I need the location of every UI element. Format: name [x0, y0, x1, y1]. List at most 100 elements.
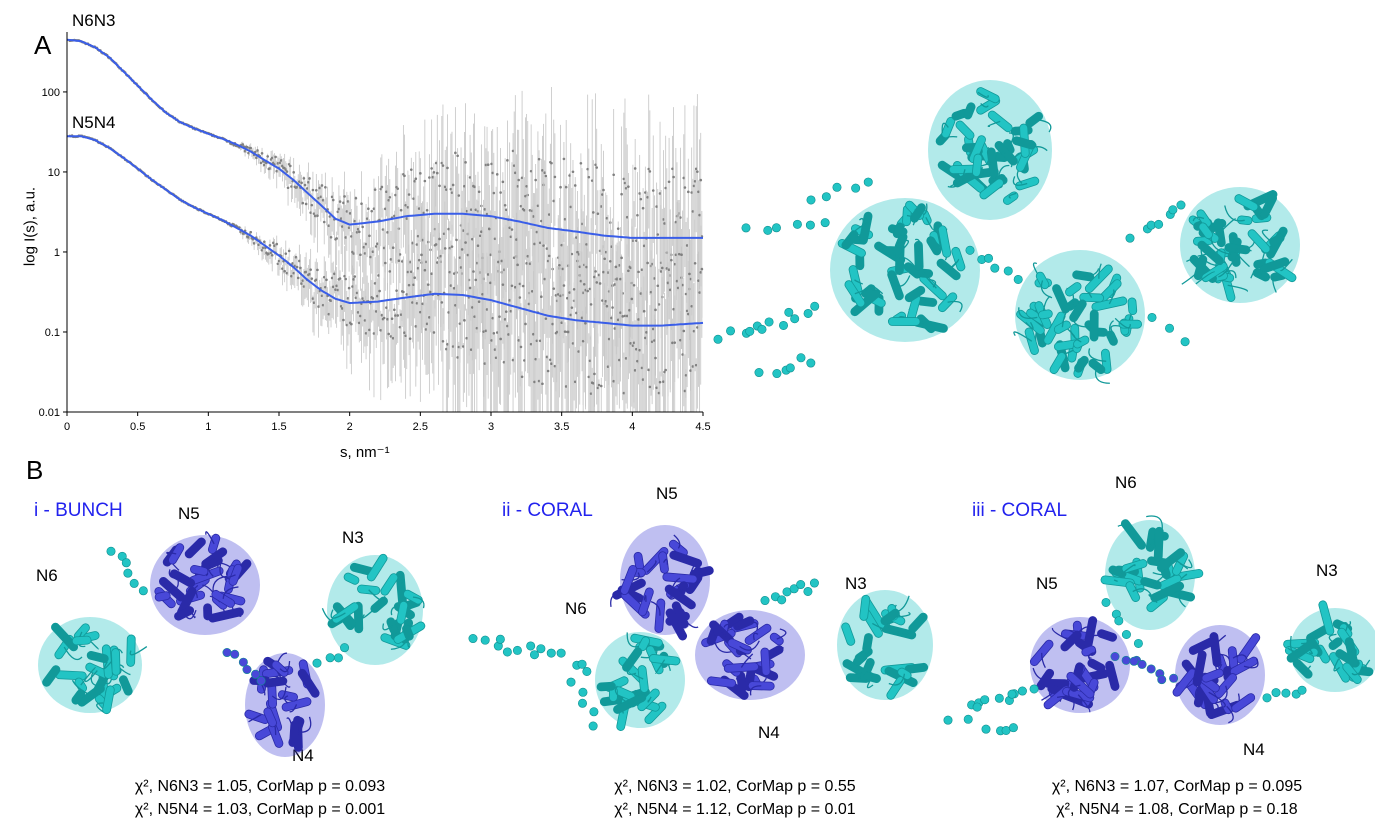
helix	[71, 635, 92, 646]
dummy-residue-bead	[123, 568, 133, 578]
loop	[1335, 622, 1348, 631]
helix	[168, 543, 185, 565]
helix	[744, 623, 772, 645]
loop	[987, 120, 1001, 128]
loop	[1056, 695, 1075, 711]
loop	[888, 673, 906, 686]
series-N6N3-fit-line	[66, 38, 703, 239]
loop	[1109, 320, 1114, 339]
dummy-residue-bead	[1271, 688, 1281, 698]
dummy-residue-bead	[480, 635, 490, 645]
x-tick-label: 1.5	[271, 421, 286, 433]
loop	[646, 560, 657, 573]
helix	[760, 647, 771, 676]
model-2-stat-2: χ², N5N4 = 1.12, CorMap p = 0.01	[614, 801, 856, 818]
dummy-residue-bead	[796, 353, 806, 363]
loop	[676, 608, 687, 626]
domain-blob	[610, 525, 714, 641]
loop	[1114, 317, 1131, 329]
model-2-label-n5: N5	[656, 484, 678, 503]
domain-blob	[837, 590, 933, 700]
loop	[712, 634, 732, 653]
helix	[926, 236, 942, 256]
dummy-residue-bead	[994, 693, 1004, 703]
model-1-title: i - BUNCH	[34, 500, 123, 521]
loop	[1351, 659, 1371, 676]
model-3-structure	[943, 515, 1375, 736]
model-1-structure	[38, 531, 426, 757]
model-3-label-n6: N6	[1115, 473, 1137, 492]
dummy-residue-bead	[1165, 323, 1175, 333]
helix	[917, 268, 934, 279]
model-1-stat-1: χ², N6N3 = 1.05, CorMap p = 0.093	[134, 778, 386, 795]
helix	[908, 612, 928, 633]
helix	[963, 102, 976, 120]
dummy-residue-bead	[1114, 616, 1124, 626]
dummy-residue-bead	[325, 653, 335, 663]
loop	[183, 609, 197, 620]
domain-blob	[1029, 616, 1130, 713]
dummy-residue-bead	[1013, 274, 1023, 284]
model-1-label-n3: N3	[342, 528, 364, 547]
dummy-residue-bead	[771, 223, 781, 233]
x-tick-label: 3	[488, 421, 494, 433]
dummy-residue-bead	[806, 358, 816, 368]
loop	[1192, 216, 1205, 222]
loop	[1077, 694, 1091, 713]
loop	[776, 628, 787, 640]
dummy-residue-bead	[242, 665, 252, 675]
loop	[1272, 275, 1279, 293]
helix	[1153, 526, 1164, 562]
loop	[626, 659, 637, 676]
loop	[1243, 658, 1259, 669]
helix	[1140, 577, 1162, 590]
dummy-residue-bead	[760, 596, 770, 606]
loop	[872, 622, 891, 630]
dummy-residue-bead	[512, 645, 522, 655]
helix	[42, 665, 61, 687]
dummy-residue-bead	[792, 219, 802, 229]
loop	[867, 284, 884, 295]
loop	[899, 257, 917, 269]
helix	[910, 203, 926, 223]
domain-blob	[38, 617, 148, 715]
helix	[1259, 193, 1277, 219]
loop	[891, 250, 900, 260]
loop	[736, 676, 750, 683]
loop	[1210, 235, 1232, 255]
domain-blob	[1283, 600, 1375, 692]
helix	[1197, 240, 1224, 266]
dummy-residue-bead	[1029, 684, 1039, 694]
model-2-title: ii - CORAL	[502, 500, 593, 521]
loop	[129, 646, 148, 656]
helix	[1105, 660, 1120, 691]
dummy-residue-bead	[1147, 312, 1157, 322]
dummy-residue-bead	[138, 586, 148, 596]
loop	[279, 661, 291, 673]
dummy-residue-bead	[1146, 220, 1156, 230]
helix	[1247, 229, 1271, 254]
dummy-residue-bead	[943, 715, 953, 725]
helix	[71, 689, 86, 705]
dummy-residue-bead	[1176, 200, 1186, 210]
loop	[740, 653, 754, 668]
model-3-stat-2: χ², N5N4 = 1.08, CorMap p = 0.18	[1056, 801, 1298, 818]
model-3-label-n3: N3	[1316, 561, 1338, 580]
loop	[1195, 271, 1216, 285]
helix	[1172, 668, 1197, 697]
loop	[848, 665, 859, 671]
dummy-residue-bead	[536, 644, 546, 654]
helix	[669, 550, 703, 568]
loop	[1034, 118, 1052, 133]
loop	[1280, 258, 1293, 272]
loop	[1235, 248, 1250, 268]
loop	[80, 667, 97, 686]
loop	[168, 569, 183, 580]
loop	[1218, 260, 1235, 278]
helix	[55, 670, 87, 681]
loop	[166, 551, 177, 556]
dummy-residue-bead	[990, 263, 1000, 273]
loop	[985, 151, 1007, 166]
dummy-residue-bead	[502, 647, 512, 657]
dummy-residue-bead	[1262, 693, 1272, 703]
